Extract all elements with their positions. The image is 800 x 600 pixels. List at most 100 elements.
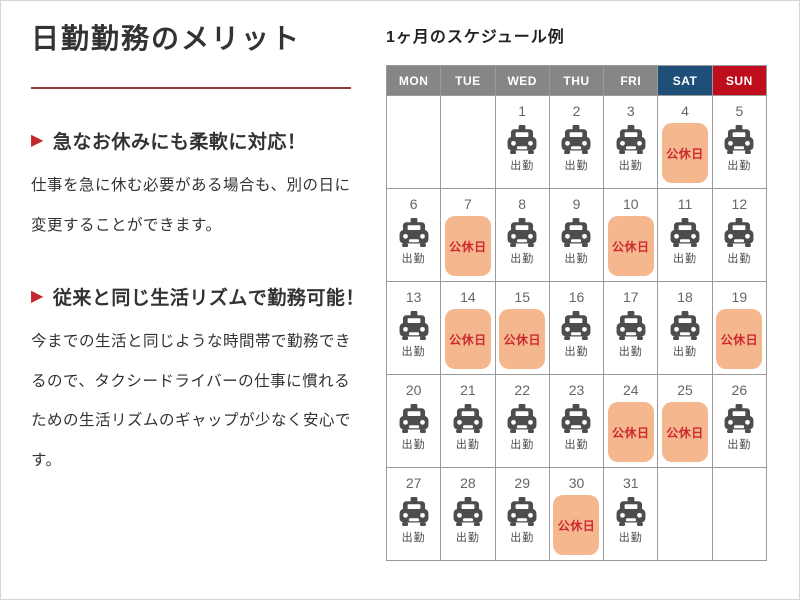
- holiday-label: 公休日: [720, 332, 759, 347]
- calendar-header-tue: TUE: [440, 65, 496, 96]
- day-number: 27: [405, 475, 422, 491]
- day-number: 6: [409, 196, 418, 212]
- day-number: 11: [677, 196, 693, 212]
- calendar-empty-cell: [657, 467, 713, 561]
- day-number: 23: [568, 382, 585, 398]
- day-number: 18: [677, 289, 693, 305]
- calendar-day-cell: 4 公休日: [657, 95, 713, 189]
- calendar-empty-cell: [440, 95, 496, 189]
- holiday-label: 公休日: [666, 146, 704, 161]
- merit-body-1: 仕事を急に休む必要がある場合も、別の日に変更することができます。: [31, 177, 351, 234]
- taxi-icon: [451, 497, 485, 526]
- day-number: 28: [460, 475, 476, 491]
- calendar-day-cell: 19 公休日: [711, 281, 768, 375]
- work-label: 出勤: [618, 160, 643, 172]
- taxi-icon: [722, 404, 756, 433]
- calendar-week-row: 6 出勤 7 公休日 8 出勤 9: [385, 188, 768, 282]
- holiday-label: 公休日: [666, 425, 704, 440]
- day-number: 3: [626, 103, 635, 119]
- calendar-day-cell: 15 公休日: [494, 281, 550, 375]
- day-number: 9: [572, 196, 581, 212]
- day-number: 22: [514, 382, 530, 398]
- day-number: 20: [405, 382, 422, 398]
- day-number: 17: [622, 289, 639, 305]
- work-label: 出勤: [564, 253, 589, 265]
- calendar-day-cell: 28 出勤: [440, 467, 496, 561]
- day-number: 29: [514, 475, 530, 491]
- day-number: 21: [460, 382, 476, 398]
- day-number: 31: [622, 475, 639, 491]
- calendar-day-cell: 11 出勤: [657, 188, 713, 282]
- work-label: 出勤: [401, 346, 426, 358]
- calendar-day-cell: 14 公休日: [440, 281, 496, 375]
- arrow-right-icon: ▶: [31, 131, 44, 149]
- work-label: 出勤: [401, 253, 426, 265]
- holiday-badge: 公休日: [444, 216, 491, 276]
- day-number: 4: [681, 103, 689, 119]
- taxi-icon: [505, 218, 539, 247]
- arrow-right-icon: ▶: [31, 287, 44, 305]
- merits-column: 日勤勤務のメリット ▶ 急なお休みにも柔軟に対応！ 仕事を急に休む必要がある場合…: [31, 21, 366, 480]
- calendar-header-sat: SAT: [657, 65, 713, 96]
- taxi-icon: [559, 404, 593, 433]
- calendar-empty-cell: [711, 467, 768, 561]
- work-label: 出勤: [673, 253, 698, 265]
- taxi-icon: [397, 404, 431, 433]
- merit-heading-1: ▶ 急なお休みにも柔軟に対応！: [31, 127, 366, 154]
- calendar-day-cell: 18 出勤: [657, 281, 713, 375]
- merit-body-2: 今までの生活と同じような時間帯で勤務できるので、タクシードライバーの仕事に慣れる…: [31, 333, 352, 469]
- work-label: 出勤: [564, 160, 589, 172]
- taxi-icon: [614, 497, 648, 526]
- calendar-day-cell: 9 出勤: [548, 188, 605, 282]
- work-label: 出勤: [510, 253, 535, 265]
- holiday-badge: 公休日: [444, 309, 491, 369]
- taxi-icon: [397, 311, 431, 340]
- calendar-day-cell: 16 出勤: [548, 281, 605, 375]
- calendar-week-row: 27 出勤 28 出勤 29: [385, 467, 768, 561]
- taxi-icon: [559, 125, 593, 154]
- day-number: 16: [568, 289, 585, 305]
- calendar-week-row: 20 出勤 21 出勤 22: [385, 374, 768, 468]
- day-number: 14: [460, 289, 476, 305]
- schedule-calendar: 1ヶ月のスケジュール例 MON TUE WED THU FRI SAT SUN 1 出勤 2: [385, 23, 768, 561]
- calendar-day-cell: 1 出勤: [494, 95, 550, 189]
- taxi-icon: [614, 311, 648, 340]
- taxi-icon: [668, 218, 702, 247]
- holiday-badge: 公休日: [607, 402, 654, 462]
- calendar-day-cell: 23 出勤: [548, 374, 605, 468]
- merit-section-1: ▶ 急なお休みにも柔軟に対応！ 仕事を急に休む必要がある場合も、別の日に変更する…: [31, 127, 366, 245]
- calendar-empty-cell: [385, 95, 442, 189]
- taxi-icon: [505, 404, 539, 433]
- taxi-icon: [397, 497, 431, 526]
- holiday-label: 公休日: [449, 332, 487, 347]
- day-number: 10: [622, 196, 639, 212]
- calendar-week-row: 1 出勤 2 出勤 3: [385, 95, 768, 189]
- calendar-day-cell: 31 出勤: [603, 467, 659, 561]
- calendar-header-mon: MON: [385, 65, 442, 96]
- work-label: 出勤: [564, 439, 589, 451]
- work-label: 出勤: [401, 532, 426, 544]
- day-number: 8: [518, 196, 527, 212]
- calendar-header-wed: WED: [494, 65, 550, 96]
- holiday-label: 公休日: [557, 518, 596, 533]
- merit-heading-1-label: 急なお休みにも柔軟に対応！: [52, 132, 307, 154]
- holiday-badge: 公休日: [662, 402, 709, 462]
- page-title: 日勤勤務のメリット: [31, 23, 302, 54]
- merit-heading-2-label: 従来と同じ生活リズムで勤務可能！: [52, 288, 365, 310]
- calendar-day-cell: 3 出勤: [603, 95, 659, 189]
- work-label: 出勤: [673, 346, 698, 358]
- schedule-table: MON TUE WED THU FRI SAT SUN 1 出勤 2 出: [385, 65, 768, 561]
- work-label: 出勤: [727, 160, 752, 172]
- day-number: 12: [731, 196, 748, 212]
- holiday-badge: 公休日: [607, 216, 654, 276]
- calendar-day-cell: 7 公休日: [440, 188, 496, 282]
- work-label: 出勤: [510, 439, 535, 451]
- calendar-header-row: MON TUE WED THU FRI SAT SUN: [385, 65, 768, 96]
- holiday-label: 公休日: [612, 239, 650, 254]
- work-label: 出勤: [727, 439, 752, 451]
- day-number: 24: [622, 382, 639, 398]
- work-label: 出勤: [727, 253, 752, 265]
- work-label: 出勤: [455, 532, 480, 544]
- day-number: 15: [514, 289, 530, 305]
